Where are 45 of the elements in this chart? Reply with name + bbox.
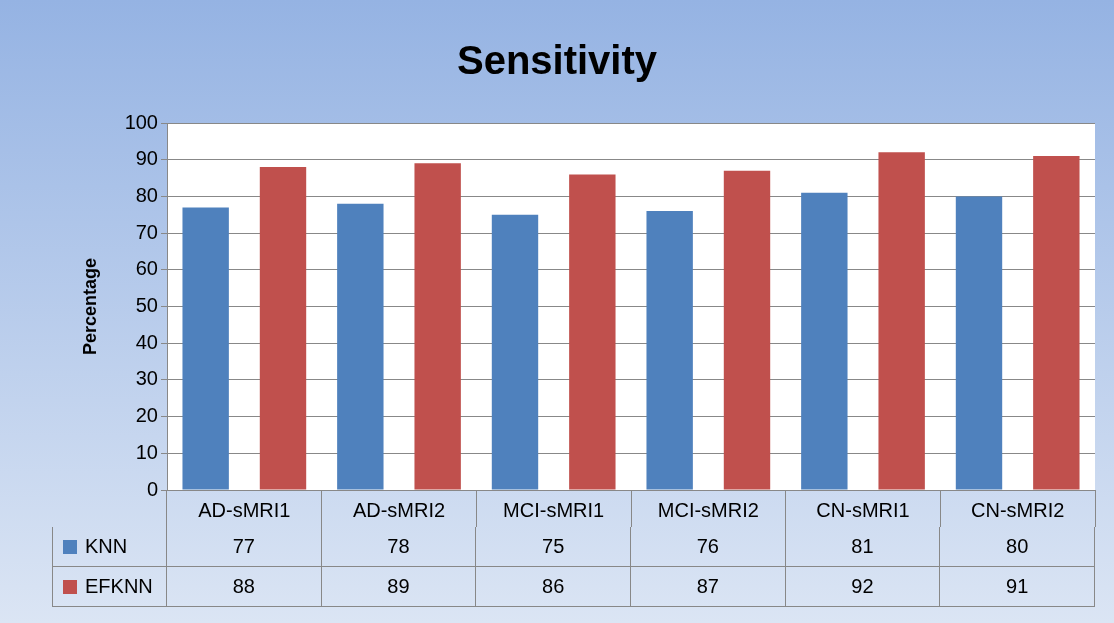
y-axis-title: Percentage	[79, 257, 100, 356]
x-tick-label: CN-sMRI1	[816, 498, 910, 521]
x-tick-label: CN-sMRI2	[970, 498, 1065, 521]
data-label: 89	[321, 567, 477, 607]
data-label: 80	[940, 527, 1095, 567]
y-tick-label: 40	[135, 330, 158, 353]
x-tick-label: MCI-sMRI2	[657, 498, 759, 521]
x-tick-label: AD-sMRI1	[198, 498, 291, 521]
data-label: 91	[940, 567, 1095, 607]
data-label: 81	[785, 527, 941, 567]
bar	[801, 192, 848, 490]
y-tick-label: 90	[135, 147, 158, 170]
y-tick-label: 100	[124, 110, 158, 133]
y-tick-label: 0	[146, 477, 158, 500]
chart-title: Sensitivity	[455, 38, 659, 83]
data-label: 76	[631, 527, 786, 567]
y-tick-label: 20	[135, 404, 158, 427]
data-label: 75	[476, 527, 631, 567]
bar	[646, 211, 693, 490]
bar	[723, 170, 771, 490]
bar	[337, 203, 384, 490]
y-tick-label: 60	[135, 257, 158, 280]
y-tick-label: 70	[135, 220, 158, 243]
y-tick-label: 80	[135, 183, 158, 206]
data-label: 86	[476, 567, 631, 607]
data-label: 78	[321, 527, 477, 567]
data-label: 77	[167, 527, 322, 567]
bar	[1033, 156, 1080, 490]
y-tick-label: 30	[135, 367, 158, 390]
y-tick-label: 10	[135, 440, 158, 463]
bar	[878, 152, 925, 490]
bar	[259, 167, 307, 490]
bar	[414, 163, 461, 490]
data-label: 92	[785, 567, 941, 607]
data-label: 88	[167, 567, 322, 607]
x-tick-label: MCI-sMRI1	[503, 498, 605, 521]
bar	[182, 207, 229, 490]
bar	[955, 196, 1003, 490]
data-label: 87	[631, 567, 786, 607]
legend-label: EFKNN	[85, 575, 153, 598]
legend-label: KNN	[85, 535, 128, 558]
bar	[569, 174, 616, 490]
x-tick-label: AD-sMRI2	[352, 498, 446, 521]
bar	[491, 214, 539, 490]
y-tick-label: 50	[135, 294, 158, 317]
